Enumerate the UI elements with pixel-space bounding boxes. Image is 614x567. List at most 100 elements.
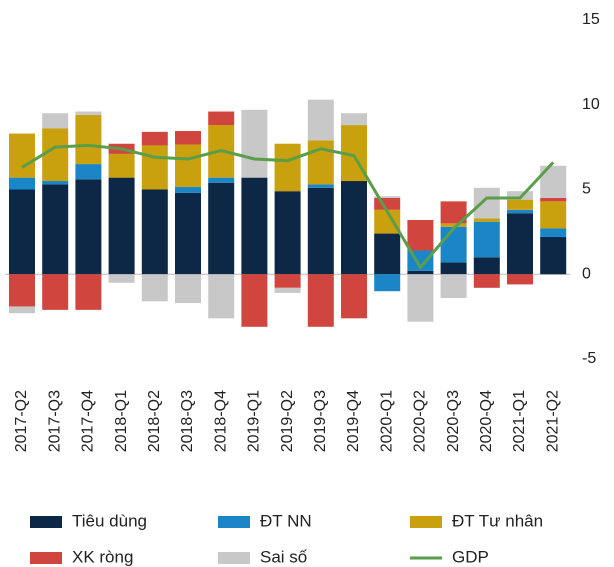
x-tick-label: 2021-Q1 [511,390,528,452]
bar-segment [9,274,35,307]
legend-swatch [218,552,250,564]
legend-swatch [30,516,62,528]
bar-segment [540,236,567,275]
x-tick-label: 2018-Q2 [146,390,163,452]
bar-segment [141,145,168,190]
x-tick-label: 2018-Q3 [179,390,196,452]
bar-segment [440,274,467,298]
x-tick-label: 2021-Q2 [544,390,561,452]
legend-label: ĐT NN [260,511,312,530]
bar-segment [175,186,201,193]
legend-swatch [218,516,250,528]
bar-segment [241,109,268,178]
bar-segment [42,181,69,185]
bar-segment [540,197,567,202]
x-tick-label: 2020-Q3 [445,390,462,452]
bar-segment [42,184,69,275]
bar-segment [540,228,567,237]
bar-segment [374,274,401,292]
bar-segment [507,274,533,285]
bar-segment [208,111,235,126]
bar-segment [407,274,434,322]
x-tick-label: 2018-Q4 [212,390,229,452]
legend-label: GDP [452,547,489,566]
bar-segment [208,274,235,319]
bar-segment [241,274,268,327]
bar-segment [141,274,168,302]
bar-segment [175,144,201,187]
bar-segment [507,209,533,214]
bar-segment [9,189,35,275]
legend-label: Sai số [260,547,308,566]
bar-segment [9,177,35,190]
bar-segment [175,192,201,275]
x-tick-label: 2020-Q4 [478,390,495,452]
bar-segment [108,153,135,178]
bar-segment [407,270,434,275]
y-tick-label: 15 [582,11,600,28]
bar-segment [208,182,235,275]
x-tick-label: 2019-Q1 [246,390,263,452]
y-tick-label: -5 [582,350,596,367]
bar-segment [507,199,533,210]
x-tick-label: 2018-Q1 [113,390,130,452]
legend-swatch [30,552,62,564]
bar-segment [175,274,201,304]
bar-segment [307,140,334,185]
bar-segment [507,213,533,275]
x-tick-label: 2019-Q2 [279,390,296,452]
bar-segment [307,274,334,327]
bar-segment [175,131,201,145]
bar-segment [42,128,69,182]
bar-segment [42,274,69,310]
bar-segment [274,143,301,192]
x-tick-label: 2020-Q2 [412,390,429,452]
bar-segment [75,114,102,165]
bar-segment [9,133,35,178]
legend-swatch [410,516,442,528]
bar-segment [274,191,301,275]
bar-segment [341,274,367,319]
bar-segment [374,197,401,210]
bar-segment [341,113,367,126]
legend-label: Tiêu dùng [72,511,147,530]
bar-segment [374,233,401,275]
bar-segment [473,218,500,222]
bar-segment [108,177,135,275]
bar-segment [307,187,334,275]
bar-segment [440,223,467,227]
bar-segment [274,274,301,288]
x-tick-label: 2019-Q4 [345,390,362,452]
bar-segment [208,177,235,183]
bar-segment [274,287,301,293]
bar-segment [507,191,533,200]
bar-segment [440,201,467,224]
legend-label: XK ròng [72,547,133,566]
y-tick-label: 5 [582,181,591,198]
bar-segment [473,221,500,258]
bar-segment [440,226,467,263]
bar-segment [141,189,168,275]
bar-segment [341,181,367,275]
x-tick-label: 2020-Q1 [378,390,395,452]
bar-segment [407,220,434,251]
bar-segment [9,306,35,314]
bar-segment [473,257,500,275]
x-tick-label: 2017-Q4 [80,390,97,452]
bar-segment [473,187,500,219]
bar-segment [108,274,135,283]
bar-segment [75,164,102,180]
line [21,143,555,271]
bar-segment [440,262,467,275]
y-tick-label: 10 [582,96,600,113]
bar-segment [307,184,334,188]
x-tick-label: 2017-Q3 [46,390,63,452]
bar-segment [374,196,401,198]
bar-segment [75,179,102,275]
x-tick-label: 2019-Q3 [312,390,329,452]
bar-segment [75,111,102,115]
bar-segment [374,209,401,234]
bar-segment [307,99,334,141]
x-tick-label: 2017-Q2 [13,390,30,452]
